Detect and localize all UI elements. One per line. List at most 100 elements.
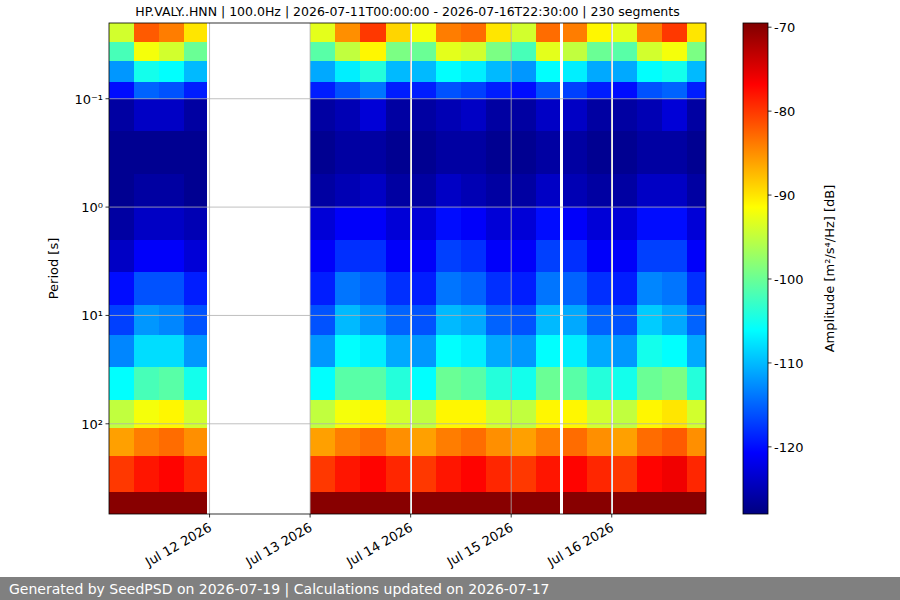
tick-label: -90 (774, 188, 795, 203)
cell (687, 367, 706, 400)
cell (412, 492, 436, 514)
cell (436, 23, 461, 42)
cell (109, 131, 134, 174)
cell (159, 335, 184, 368)
cell (360, 42, 385, 61)
cell (687, 492, 706, 514)
cell (310, 99, 335, 132)
cell (412, 272, 436, 305)
cell (184, 174, 207, 207)
cell (687, 23, 706, 42)
cell (563, 400, 587, 429)
cell (109, 23, 134, 42)
cell (335, 99, 360, 132)
cell (412, 335, 436, 368)
cell (563, 207, 587, 240)
cell (637, 131, 662, 174)
cell (461, 335, 486, 368)
cell (637, 456, 662, 492)
cell (386, 131, 410, 174)
cell (159, 367, 184, 400)
cell (613, 400, 637, 429)
cell (335, 174, 360, 207)
grid-line (109, 315, 706, 316)
cell (134, 82, 159, 99)
cell (563, 305, 587, 335)
cell (461, 82, 486, 99)
cell (563, 492, 587, 514)
cell (486, 240, 511, 273)
tick (611, 514, 612, 518)
cell (461, 131, 486, 174)
cell (613, 335, 637, 368)
cell (184, 42, 207, 61)
cell (637, 400, 662, 429)
cell (486, 23, 511, 42)
cell (109, 207, 134, 240)
cell (563, 99, 587, 132)
cell (184, 400, 207, 429)
cell (536, 335, 560, 368)
cell (159, 174, 184, 207)
tick (106, 98, 110, 99)
cell (461, 272, 486, 305)
tick (511, 514, 512, 518)
cell (335, 335, 360, 368)
cell (486, 82, 511, 99)
cell (436, 272, 461, 305)
cell (637, 240, 662, 273)
tick (209, 514, 210, 518)
cell (335, 42, 360, 61)
cell (386, 428, 410, 456)
cell (461, 42, 486, 61)
cell (436, 61, 461, 82)
cell (360, 61, 385, 82)
cell (613, 82, 637, 99)
tick (768, 278, 772, 279)
cell (536, 305, 560, 335)
cell (563, 131, 587, 174)
grid-line (611, 23, 612, 514)
cell (134, 456, 159, 492)
cell (637, 335, 662, 368)
cell (335, 240, 360, 273)
cell (662, 492, 687, 514)
tick (768, 195, 772, 196)
cell (310, 23, 335, 42)
cell (412, 174, 436, 207)
cell (109, 335, 134, 368)
cell (159, 428, 184, 456)
cell (613, 99, 637, 132)
cell (436, 240, 461, 273)
cell (360, 305, 385, 335)
footer: Generated by SeedPSD on 2026-07-19 | Cal… (9, 581, 550, 598)
cell (587, 82, 611, 99)
cell (613, 305, 637, 335)
cell (662, 240, 687, 273)
cell (412, 400, 436, 429)
cell (412, 131, 436, 174)
cell (412, 428, 436, 456)
cell (662, 42, 687, 61)
cell (511, 335, 536, 368)
cell (310, 42, 335, 61)
cell (412, 42, 436, 61)
cell (687, 42, 706, 61)
cell (536, 272, 560, 305)
cell (536, 174, 560, 207)
cell (159, 42, 184, 61)
tick (768, 111, 772, 112)
cell (134, 174, 159, 207)
cell (461, 174, 486, 207)
cell (613, 272, 637, 305)
cell (134, 23, 159, 42)
cell (436, 207, 461, 240)
tick-label: Jul 14 2026 (343, 520, 415, 570)
cell (511, 42, 536, 61)
cell (662, 207, 687, 240)
cell (637, 428, 662, 456)
grid-line (410, 23, 411, 514)
cell (184, 82, 207, 99)
cell (109, 428, 134, 456)
cell (436, 456, 461, 492)
